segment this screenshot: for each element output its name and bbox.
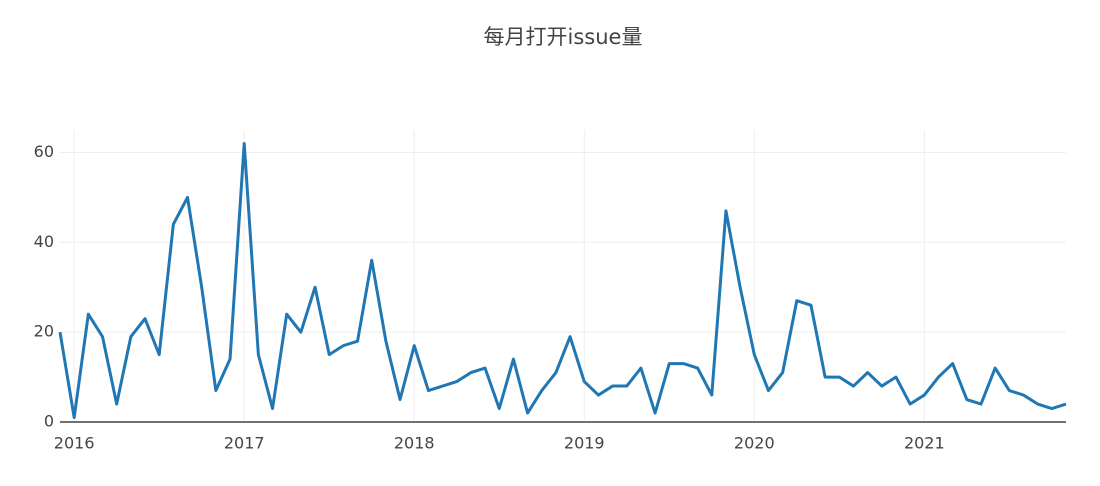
data-line [58,141,1067,420]
x-tick-label: 2020 [734,434,775,453]
x-tick-label: 2016 [54,434,95,453]
y-tick-label: 60 [34,142,54,161]
y-tick-label: 40 [34,232,54,251]
chart-title: 每月打开issue量 [484,25,643,49]
x-tick-label: 2021 [904,434,945,453]
x-tick-label: 2018 [394,434,435,453]
x-tick-label: 2019 [564,434,605,453]
y-tick-label: 0 [44,412,54,431]
y-tick-label: 20 [34,322,54,341]
x-tick-label: 2017 [224,434,265,453]
